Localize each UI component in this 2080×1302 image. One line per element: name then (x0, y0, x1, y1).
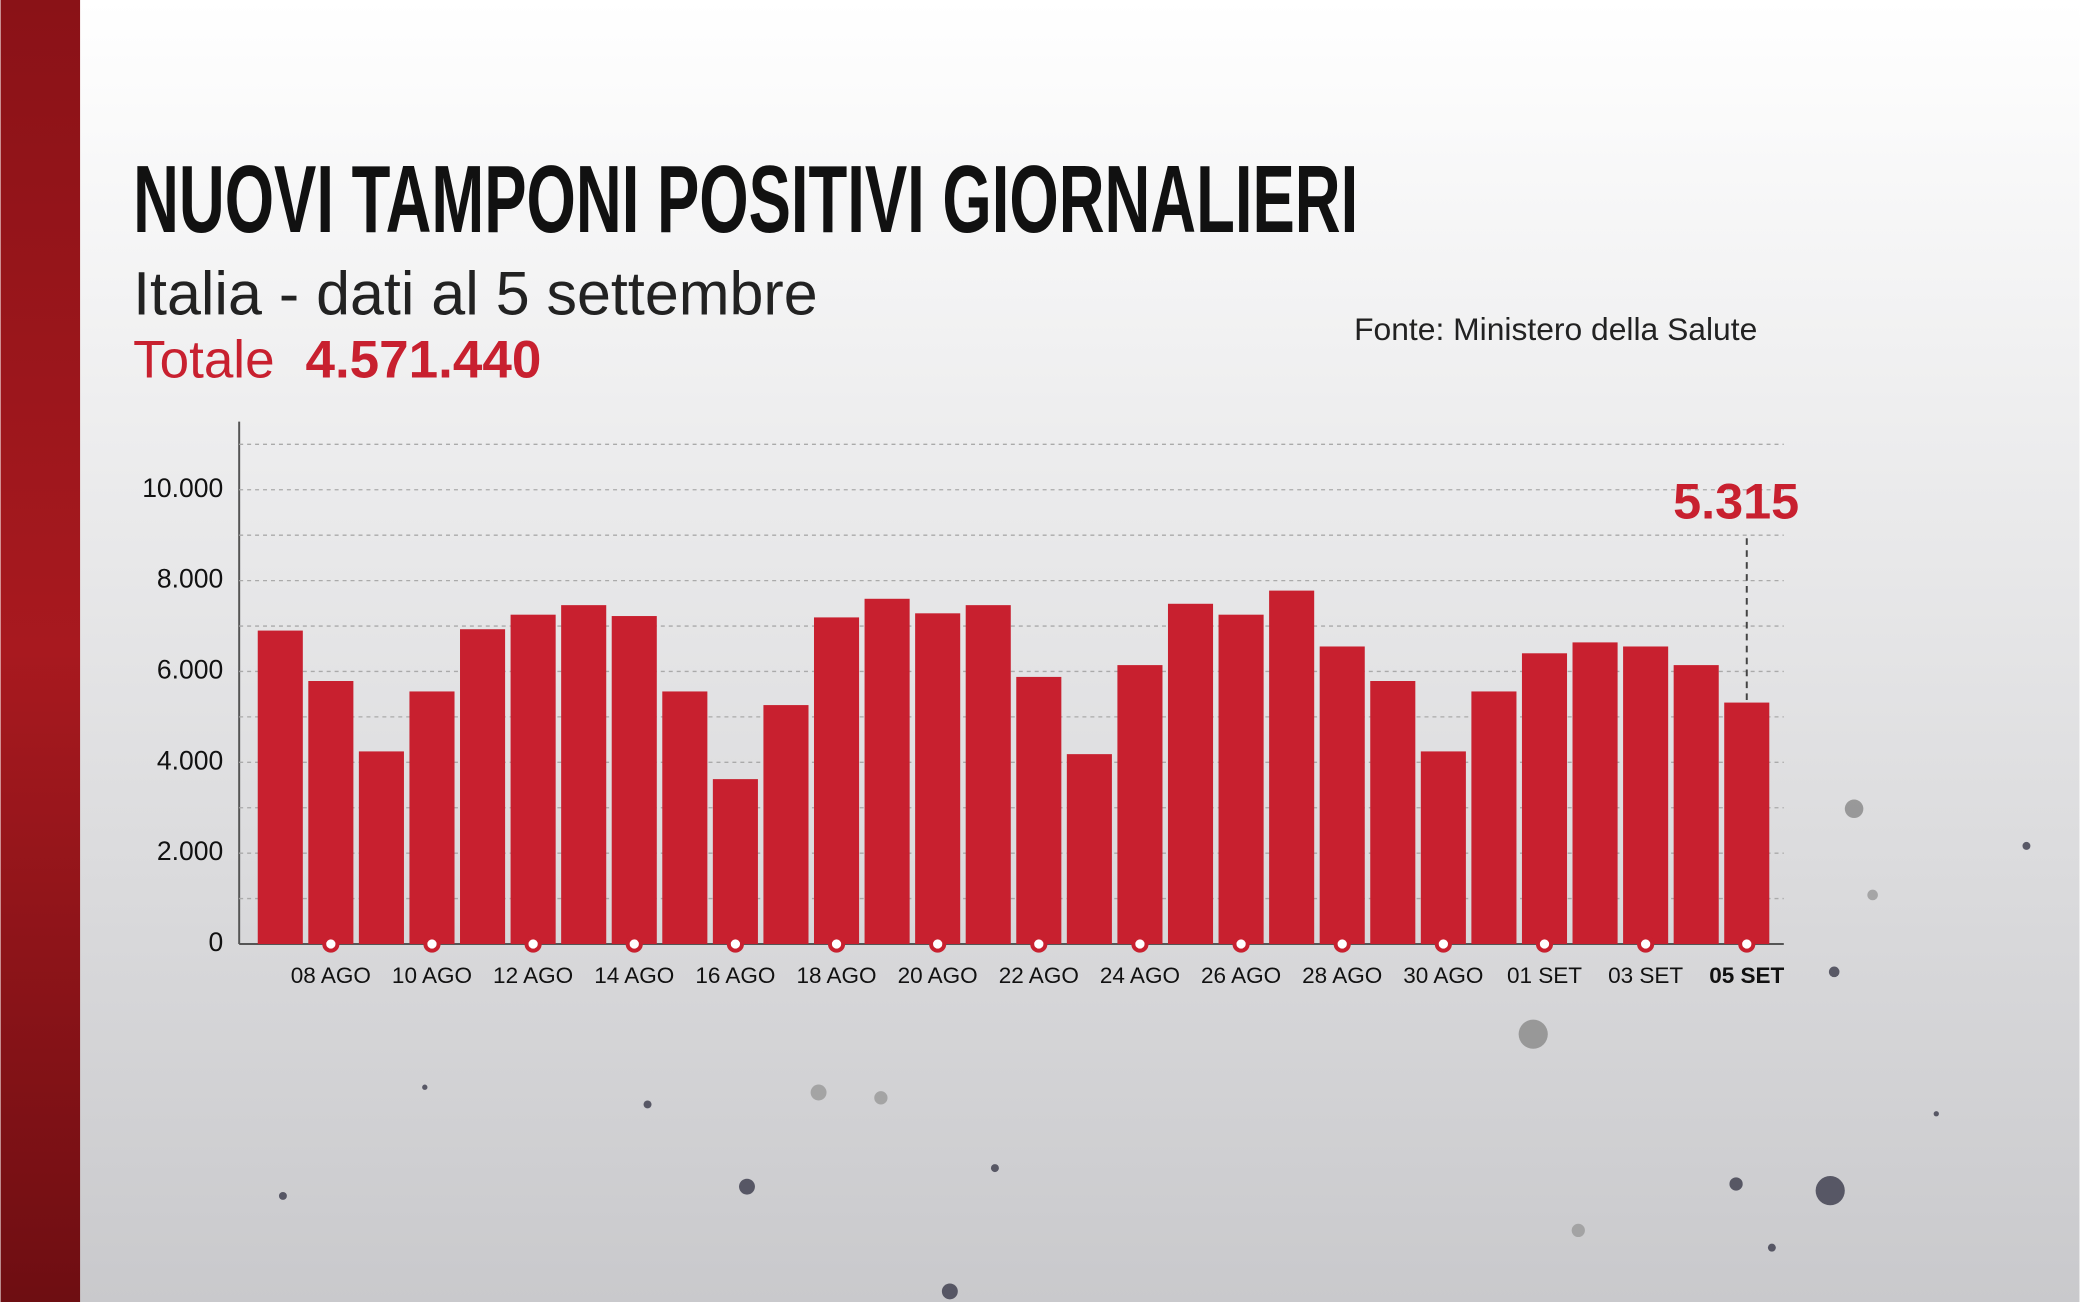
bar (1471, 691, 1517, 945)
y-tick-label: 10.000 (142, 473, 223, 503)
source: Fonte: Ministero della Salute (1354, 311, 1757, 347)
tick-dot (1131, 935, 1149, 953)
x-tick-label: 01 SET (1507, 963, 1582, 988)
tick-dot (423, 935, 441, 953)
y-tick-label: 8.000 (157, 564, 223, 594)
bar (1370, 681, 1416, 945)
tick-dot (827, 935, 846, 953)
tick-dot (1535, 935, 1554, 953)
tick-dot (1637, 935, 1655, 953)
bar (257, 630, 303, 945)
bar (965, 605, 1011, 945)
y-tick-label: 0 (209, 927, 224, 957)
total-label: Totale (133, 330, 274, 389)
chart-subtitle: Italia - dati al 5 settembre (133, 259, 818, 327)
bar (1623, 646, 1669, 945)
tick-dot (726, 935, 745, 953)
chart-title: NUOVI TAMPONI POSITIVI GIORNALIERI (133, 147, 1358, 253)
bar (864, 598, 910, 945)
bar (813, 617, 860, 945)
bar (712, 779, 758, 945)
tick-dot (1232, 935, 1250, 953)
bar (1066, 754, 1112, 945)
x-tick-label: 18 AGO (796, 963, 876, 988)
x-tick-label: 16 AGO (695, 963, 775, 988)
side-stripe (0, 0, 81, 1302)
y-tick-label: 4.000 (157, 745, 223, 775)
bar (1167, 603, 1214, 945)
tick-dot (1030, 935, 1048, 953)
bar (1420, 751, 1466, 945)
tick-dot (1333, 935, 1351, 953)
bar (915, 613, 961, 945)
bar (1117, 665, 1163, 945)
x-tick-label: 03 SET (1608, 963, 1683, 988)
x-tick-label: 10 AGO (392, 963, 472, 988)
tick-dot (1738, 935, 1756, 953)
bar (561, 605, 607, 945)
x-tick-label: 14 AGO (594, 963, 674, 988)
bar (308, 681, 354, 945)
bar (1319, 646, 1365, 945)
bar (460, 629, 506, 945)
x-tick-label: 05 SET (1709, 963, 1784, 988)
tick-dot (929, 935, 947, 953)
bar (510, 614, 556, 945)
total-value: 4.571.440 (305, 330, 541, 389)
bar (1218, 614, 1264, 945)
tick-dot (625, 935, 643, 953)
bar (358, 751, 404, 945)
value-label: 5.315 (1673, 472, 1799, 529)
bar (763, 705, 809, 945)
bar (1724, 702, 1770, 945)
decor-dots (278, 799, 2031, 1300)
bar (409, 691, 455, 945)
bar (611, 616, 657, 945)
x-tick-label: 08 AGO (291, 963, 371, 988)
bar (1016, 676, 1062, 945)
x-tick-label: 30 AGO (1403, 963, 1483, 988)
x-tick-label: 28 AGO (1302, 963, 1382, 988)
x-tick-label: 20 AGO (898, 963, 978, 988)
x-tick-label: 22 AGO (999, 963, 1079, 988)
y-tick-label: 2.000 (157, 836, 223, 866)
tick-dot (322, 935, 340, 953)
bar (1572, 642, 1618, 945)
bar (1521, 653, 1568, 945)
x-tick-label: 26 AGO (1201, 963, 1281, 988)
bar (662, 691, 708, 945)
tick-dot (524, 935, 542, 953)
bar (1673, 665, 1719, 945)
x-tick-label: 24 AGO (1100, 963, 1180, 988)
tick-dot (1434, 935, 1452, 953)
x-tick-label: 12 AGO (493, 963, 573, 988)
y-tick-label: 6.000 (157, 654, 223, 684)
bar (1269, 590, 1315, 945)
